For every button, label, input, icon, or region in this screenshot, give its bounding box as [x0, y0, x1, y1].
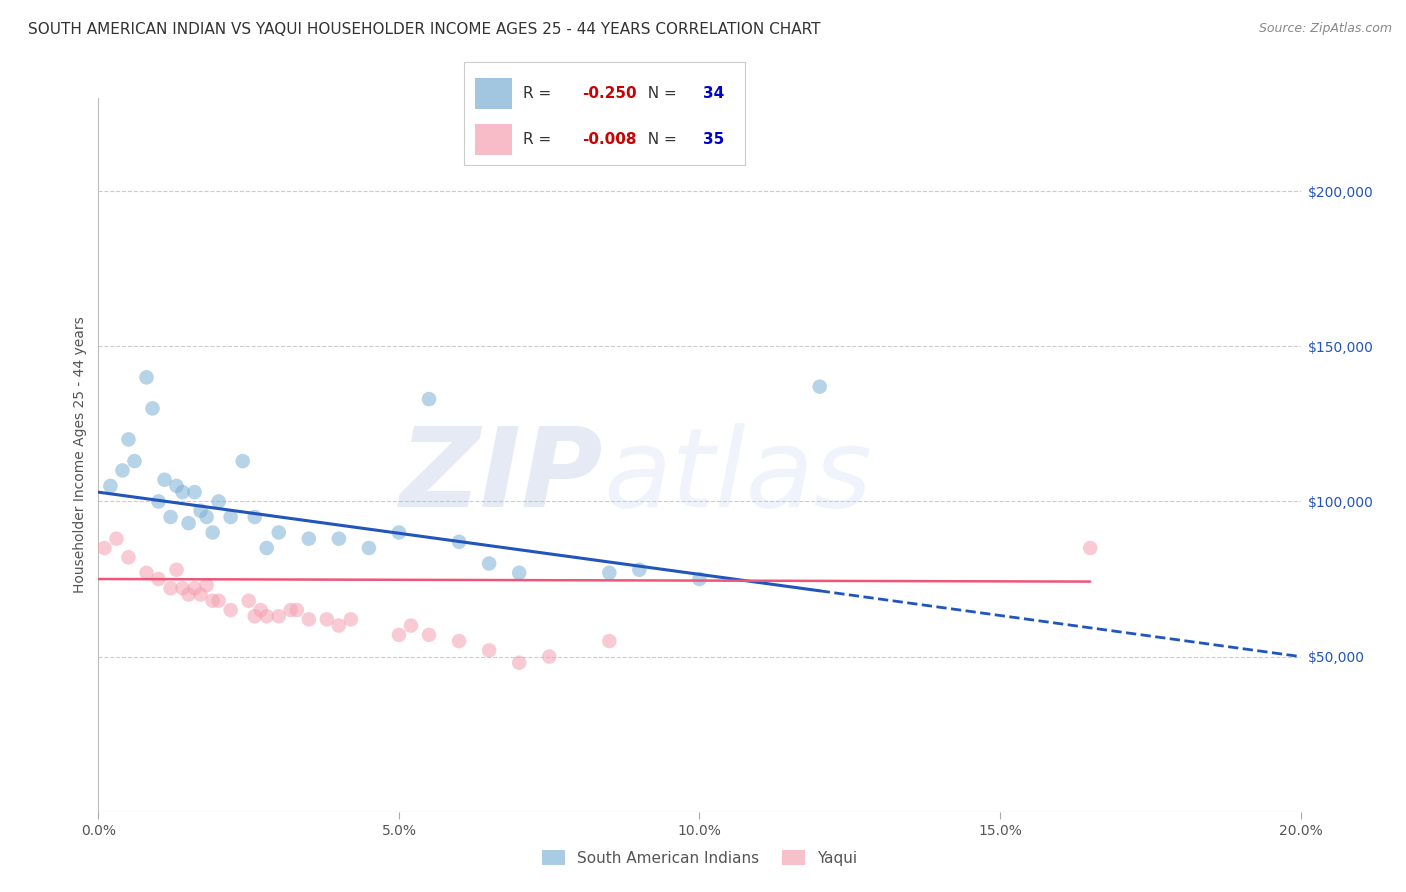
Point	[399, 618, 422, 632]
Point	[249, 603, 271, 617]
Point	[195, 578, 218, 592]
Point	[135, 566, 157, 580]
Text: Source: ZipAtlas.com: Source: ZipAtlas.com	[1258, 22, 1392, 36]
Point	[478, 643, 501, 657]
Point	[208, 593, 231, 607]
Point	[243, 510, 266, 524]
Point	[447, 634, 470, 648]
Point	[328, 532, 350, 546]
Point	[298, 532, 321, 546]
Y-axis label: Householder Income Ages 25 - 44 years: Householder Income Ages 25 - 44 years	[73, 317, 87, 593]
Text: N =: N =	[638, 86, 682, 101]
Point	[232, 454, 254, 468]
Point	[598, 566, 620, 580]
Point	[166, 563, 188, 577]
Point	[177, 516, 200, 531]
Point	[388, 628, 411, 642]
Point	[328, 618, 350, 632]
Point	[100, 479, 122, 493]
Bar	[475, 78, 512, 109]
Point	[141, 401, 163, 416]
Point	[159, 510, 181, 524]
Point	[172, 485, 194, 500]
Point	[447, 534, 470, 549]
Point	[538, 649, 561, 664]
Point	[508, 566, 530, 580]
Point	[183, 582, 205, 596]
Point	[219, 510, 242, 524]
Point	[190, 588, 212, 602]
Point	[201, 525, 224, 540]
Point	[201, 593, 224, 607]
Point	[357, 541, 380, 555]
Text: 34: 34	[703, 86, 724, 101]
Point	[808, 379, 831, 393]
Text: -0.008: -0.008	[582, 132, 637, 147]
Point	[190, 504, 212, 518]
Point	[340, 612, 363, 626]
Point	[208, 494, 231, 508]
Point	[117, 433, 139, 447]
Point	[177, 588, 200, 602]
Text: atlas: atlas	[603, 423, 872, 530]
Point	[148, 572, 170, 586]
Text: R =: R =	[523, 132, 557, 147]
Point	[256, 609, 278, 624]
Point	[105, 532, 128, 546]
Point	[285, 603, 308, 617]
Point	[418, 392, 440, 406]
Point	[166, 479, 188, 493]
Text: SOUTH AMERICAN INDIAN VS YAQUI HOUSEHOLDER INCOME AGES 25 - 44 YEARS CORRELATION: SOUTH AMERICAN INDIAN VS YAQUI HOUSEHOLD…	[28, 22, 821, 37]
Point	[315, 612, 337, 626]
Point	[256, 541, 278, 555]
Text: ZIP: ZIP	[399, 423, 603, 530]
Text: 35: 35	[703, 132, 724, 147]
Text: R =: R =	[523, 86, 557, 101]
Text: -0.250: -0.250	[582, 86, 637, 101]
Point	[93, 541, 115, 555]
Text: N =: N =	[638, 132, 682, 147]
Point	[135, 370, 157, 384]
Point	[280, 603, 302, 617]
Point	[148, 494, 170, 508]
Point	[159, 582, 181, 596]
Point	[219, 603, 242, 617]
Point	[243, 609, 266, 624]
Point	[628, 563, 651, 577]
Point	[388, 525, 411, 540]
Point	[298, 612, 321, 626]
Point	[117, 550, 139, 565]
Point	[267, 609, 290, 624]
Point	[238, 593, 260, 607]
Point	[195, 510, 218, 524]
Point	[418, 628, 440, 642]
Point	[598, 634, 620, 648]
Point	[124, 454, 146, 468]
Point	[153, 473, 176, 487]
Point	[478, 557, 501, 571]
Point	[508, 656, 530, 670]
Bar	[475, 124, 512, 155]
Point	[172, 582, 194, 596]
Point	[267, 525, 290, 540]
Point	[183, 485, 205, 500]
Legend: South American Indians, Yaqui: South American Indians, Yaqui	[536, 844, 863, 871]
Point	[689, 572, 711, 586]
Point	[1078, 541, 1101, 555]
Point	[111, 463, 134, 477]
